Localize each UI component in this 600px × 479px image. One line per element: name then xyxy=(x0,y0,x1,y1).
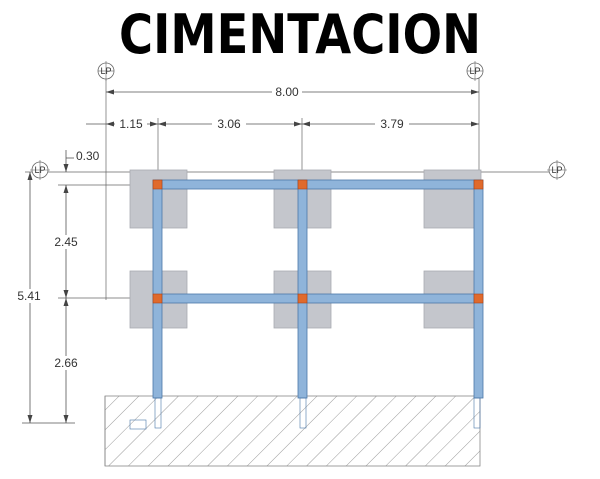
svg-text:LP: LP xyxy=(100,66,111,76)
svg-text:LP: LP xyxy=(551,165,562,175)
lp-marker: LP xyxy=(30,160,50,180)
dim-span-2: 3.06 xyxy=(217,117,241,131)
svg-text:LP: LP xyxy=(469,66,480,76)
dim-total-height: 5.41 xyxy=(17,289,41,303)
column xyxy=(152,179,163,190)
dim-height-2: 2.66 xyxy=(54,356,78,370)
column xyxy=(473,179,484,190)
lp-marker: LP xyxy=(547,160,567,180)
dimension-arrows xyxy=(106,89,479,127)
dim-span-3: 3.79 xyxy=(380,117,404,131)
svg-text:LP: LP xyxy=(34,165,45,175)
beam-extensions xyxy=(129,397,481,430)
beam xyxy=(154,293,483,304)
column xyxy=(297,293,308,304)
footing xyxy=(423,169,482,229)
vertical-dimension-arrows xyxy=(27,172,69,423)
dim-offset: 0.30 xyxy=(76,149,100,163)
column xyxy=(297,179,308,190)
beam xyxy=(297,179,308,399)
dim-span-1: 1.15 xyxy=(119,117,143,131)
column xyxy=(152,293,163,304)
page-title: CIMENTACION xyxy=(119,3,481,66)
lp-marker: LP xyxy=(466,61,484,81)
columns xyxy=(152,179,484,304)
dim-height-1: 2.45 xyxy=(54,235,78,249)
offset-callout xyxy=(65,150,74,172)
dim-total-width: 8.00 xyxy=(275,85,299,99)
beam xyxy=(152,179,163,399)
column xyxy=(473,293,484,304)
hatched-ground-zone xyxy=(104,395,481,467)
beam xyxy=(473,179,484,399)
lp-marker: LP xyxy=(97,61,115,81)
beam xyxy=(154,179,483,190)
